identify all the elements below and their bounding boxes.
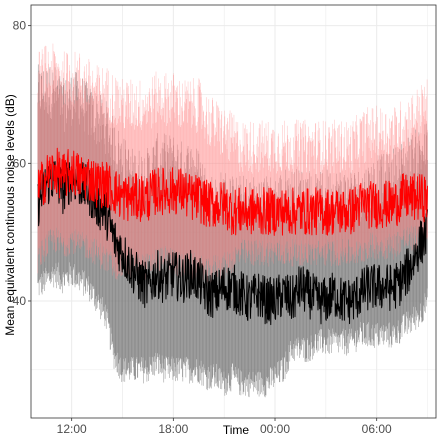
x-tick-label: 12:00 <box>57 422 87 436</box>
tick-layer: 12:00 18:00 00:00 06:00 40 60 80 <box>13 19 392 436</box>
y-tick-label: 80 <box>13 19 27 33</box>
y-axis-title: Mean equivalent continuous noise levels … <box>3 94 17 335</box>
panel-border <box>30 4 437 419</box>
x-tick-label: 00:00 <box>260 422 290 436</box>
y-tick-label: 40 <box>13 294 27 308</box>
y-tick-label: 60 <box>13 156 27 170</box>
x-axis-title: Time <box>223 423 250 437</box>
line-layer <box>37 147 429 326</box>
series-black-line <box>37 161 429 326</box>
x-tick-label: 18:00 <box>158 422 188 436</box>
x-tick-label: 06:00 <box>362 422 392 436</box>
series-red-line <box>37 147 429 236</box>
